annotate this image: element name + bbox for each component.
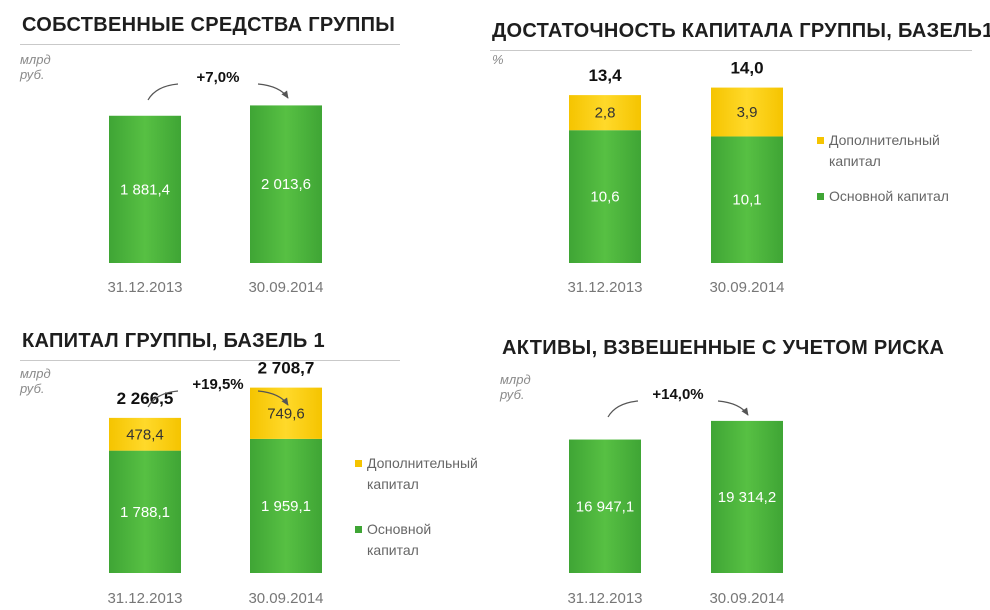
growth-label: +19,5% bbox=[192, 376, 243, 393]
title-rule bbox=[490, 50, 972, 51]
legend: Дополнительный капитал Основной капитал bbox=[355, 453, 515, 573]
bar-value-label: 3,9 bbox=[737, 104, 758, 121]
bar-segment-additional bbox=[250, 387, 322, 439]
bar-segment-core bbox=[569, 130, 641, 263]
unit-label: % bbox=[492, 52, 504, 67]
bar-value-label: 749,6 bbox=[267, 405, 305, 422]
unit-label: млрд руб. bbox=[20, 52, 51, 82]
bar-total-label: 13,4 bbox=[588, 66, 622, 85]
x-tick-label: 30.09.2014 bbox=[248, 279, 323, 296]
legend: Дополнительный капитал Основной капитал bbox=[817, 130, 982, 220]
legend-label: Дополнительный капитал bbox=[367, 455, 478, 492]
growth-arrow-left bbox=[147, 83, 179, 101]
growth-arrow-right bbox=[257, 390, 289, 406]
legend-swatch-yellow bbox=[817, 137, 824, 144]
legend-swatch-yellow bbox=[355, 460, 362, 467]
legend-label: Основной капитал bbox=[829, 188, 949, 204]
unit-label: млрд руб. bbox=[20, 366, 51, 396]
bar-total-label: 2 708,7 bbox=[258, 359, 315, 378]
growth-arrow-left bbox=[147, 390, 179, 408]
growth-label: +14,0% bbox=[652, 386, 703, 403]
bar-value-label: 478,4 bbox=[126, 426, 164, 443]
chart-title: ДОСТАТОЧНОСТЬ КАПИТАЛА ГРУППЫ, БАЗЕЛЬ1 bbox=[492, 20, 990, 42]
bar-value-label: 16 947,1 bbox=[576, 498, 634, 515]
growth-arrow-right bbox=[717, 400, 749, 416]
chart-title: КАПИТАЛ ГРУППЫ, БАЗЕЛЬ 1 bbox=[22, 330, 325, 352]
title-rule bbox=[20, 360, 400, 361]
bar-segment-additional bbox=[711, 87, 783, 137]
chart-title: АКТИВЫ, ВЗВЕШЕННЫЕ С УЧЕТОМ РИСКА bbox=[502, 337, 945, 359]
legend-label: Дополнительный капитал bbox=[829, 132, 940, 169]
bar-value-label: 2 013,6 bbox=[261, 176, 311, 193]
x-tick-label: 31.12.2013 bbox=[107, 279, 182, 296]
legend-label: Основной капитал bbox=[367, 521, 432, 558]
growth-arrow-right bbox=[257, 83, 289, 99]
bar-segment-core bbox=[250, 438, 322, 573]
bar-total-label: 2 266,5 bbox=[117, 389, 174, 408]
legend-swatch-green bbox=[817, 193, 824, 200]
bar bbox=[250, 105, 322, 263]
x-tick-label: 30.09.2014 bbox=[248, 590, 323, 607]
bar bbox=[569, 439, 641, 573]
bar-segment-additional bbox=[109, 417, 181, 451]
bar-segment-core bbox=[109, 450, 181, 573]
title-rule bbox=[20, 44, 400, 45]
bar-value-label: 1 959,1 bbox=[261, 498, 311, 515]
x-tick-label: 30.09.2014 bbox=[709, 590, 784, 607]
x-tick-label: 31.12.2013 bbox=[567, 590, 642, 607]
x-tick-label: 30.09.2014 bbox=[709, 279, 784, 296]
bar bbox=[711, 420, 783, 573]
bar-segment-additional bbox=[569, 95, 641, 131]
growth-label: +7,0% bbox=[197, 69, 240, 86]
bar-value-label: 1 881,4 bbox=[120, 181, 170, 198]
x-tick-label: 31.12.2013 bbox=[107, 590, 182, 607]
chart-title: СОБСТВЕННЫЕ СРЕДСТВА ГРУППЫ bbox=[22, 14, 396, 36]
bar-segment-core bbox=[711, 136, 783, 263]
bar bbox=[109, 115, 181, 263]
bar-value-label: 2,8 bbox=[595, 105, 616, 122]
bar-value-label: 10,6 bbox=[590, 189, 619, 206]
growth-arrow-left bbox=[607, 400, 639, 418]
bar-total-label: 14,0 bbox=[730, 59, 763, 78]
bar-value-label: 10,1 bbox=[732, 192, 761, 209]
x-tick-label: 31.12.2013 bbox=[567, 279, 642, 296]
legend-swatch-green bbox=[355, 526, 362, 533]
bar-value-label: 19 314,2 bbox=[718, 489, 776, 506]
unit-label: млрд руб. bbox=[500, 372, 531, 402]
bar-value-label: 1 788,1 bbox=[120, 504, 170, 521]
